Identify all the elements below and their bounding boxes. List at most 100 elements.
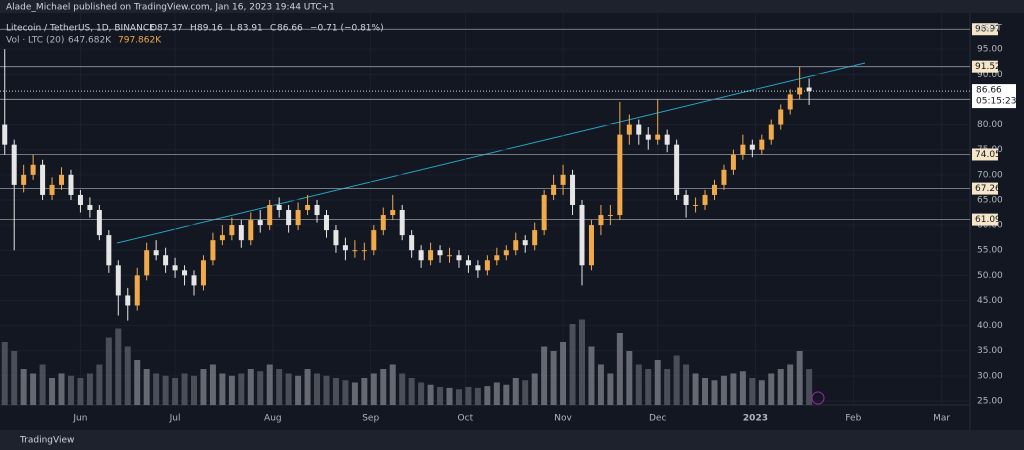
volume-bar bbox=[342, 380, 349, 405]
volume-bar bbox=[427, 384, 434, 405]
volume-bar bbox=[266, 364, 273, 405]
volume-bar bbox=[389, 364, 396, 405]
volume-bar bbox=[219, 373, 226, 405]
volume-bar bbox=[143, 369, 150, 405]
candle-body bbox=[286, 210, 292, 226]
annotations: 25.0030.0035.0040.0045.0050.0055.0060.00… bbox=[72, 23, 1016, 424]
candle-body bbox=[380, 215, 386, 231]
volume-bar bbox=[58, 373, 65, 405]
legend-key: O bbox=[150, 24, 157, 34]
volume-bar bbox=[550, 351, 557, 405]
candle-body bbox=[787, 94, 793, 110]
y-tick-label: 50.00 bbox=[977, 271, 1003, 281]
marks bbox=[0, 13, 970, 405]
last-price-box bbox=[972, 84, 1016, 109]
candle-body bbox=[115, 265, 121, 296]
candle-body bbox=[210, 240, 216, 261]
volume-bar bbox=[512, 378, 519, 405]
volume-bar bbox=[181, 373, 188, 405]
brand: TradingView bbox=[19, 436, 74, 446]
candle-body bbox=[617, 134, 623, 216]
candle-body bbox=[484, 260, 490, 271]
level-box bbox=[972, 213, 998, 226]
candle-body bbox=[144, 250, 150, 276]
candle-body bbox=[494, 255, 500, 261]
volume-bar bbox=[493, 382, 500, 405]
candle-body bbox=[588, 225, 594, 266]
volume-bar bbox=[541, 346, 548, 405]
candle-body bbox=[2, 124, 8, 145]
candle-body bbox=[68, 174, 74, 195]
candle-body bbox=[532, 230, 538, 246]
candle-body bbox=[797, 87, 803, 95]
y-tick-label: 90.00 bbox=[977, 70, 1003, 80]
candle-body bbox=[96, 210, 102, 236]
volume-bar bbox=[304, 369, 311, 405]
volume-bar bbox=[49, 378, 56, 405]
last-price: 86.66 bbox=[976, 86, 1002, 96]
volume-bar bbox=[437, 387, 444, 405]
candle-body bbox=[361, 250, 367, 252]
legend-key: H bbox=[190, 24, 197, 34]
volume-bar bbox=[39, 364, 46, 405]
volume-bar bbox=[285, 373, 292, 405]
volume-bar bbox=[455, 389, 462, 405]
x-tick-label: Dec bbox=[649, 414, 666, 424]
candle-body bbox=[541, 194, 547, 231]
volume-bar bbox=[720, 375, 727, 405]
candle-body bbox=[40, 164, 46, 195]
candle-body bbox=[323, 215, 329, 231]
volume-label: Vol · LTC (20) bbox=[6, 36, 64, 46]
volume-bar bbox=[67, 375, 74, 405]
volume-bar bbox=[295, 375, 302, 405]
volume-bar bbox=[124, 346, 131, 405]
candle-body bbox=[674, 144, 680, 195]
candle-body bbox=[730, 154, 736, 170]
volume-bar bbox=[408, 378, 415, 405]
candle-body bbox=[333, 230, 339, 246]
change: −0.71 (−0.81%) bbox=[310, 24, 384, 34]
volume-bar bbox=[484, 386, 491, 405]
volume-last: 797.862K bbox=[118, 36, 162, 46]
candle-body bbox=[607, 215, 613, 217]
candle-body bbox=[579, 204, 585, 266]
candle-body bbox=[87, 204, 93, 211]
volume-bar bbox=[162, 375, 169, 405]
candle-body bbox=[503, 250, 509, 256]
top-bar bbox=[0, 0, 1024, 13]
volume-bar bbox=[569, 324, 576, 405]
candle-body bbox=[693, 204, 699, 206]
candle-body bbox=[475, 265, 481, 271]
candle-body bbox=[598, 215, 604, 226]
y-tick-label: 55.00 bbox=[977, 246, 1003, 256]
candle-body bbox=[437, 250, 443, 256]
candle-body bbox=[229, 225, 235, 236]
volume-bar bbox=[323, 375, 330, 405]
candle-body bbox=[465, 260, 471, 266]
publisher: Alade_Michael published on TradingView.c… bbox=[6, 3, 335, 13]
level-box bbox=[972, 23, 998, 36]
volume-bar bbox=[597, 364, 604, 405]
volume-bar bbox=[257, 371, 264, 405]
volume-bar bbox=[105, 337, 112, 405]
candle-body bbox=[77, 194, 83, 205]
level-label: 61.09 bbox=[975, 215, 1001, 225]
volume-bar bbox=[332, 378, 339, 405]
volume-bar bbox=[370, 373, 377, 405]
y-tick-label: 30.00 bbox=[977, 371, 1003, 381]
candle-body bbox=[305, 204, 311, 211]
candle-body bbox=[664, 134, 670, 145]
volume-bar bbox=[796, 351, 803, 405]
x-tick-label: Aug bbox=[264, 414, 282, 424]
volume-bar bbox=[86, 373, 93, 405]
volume-bar bbox=[238, 373, 245, 405]
candle-body bbox=[740, 144, 746, 155]
event-icon[interactable] bbox=[811, 391, 825, 405]
candle-body bbox=[59, 174, 65, 185]
volume-bar bbox=[11, 351, 18, 405]
candle-body bbox=[390, 210, 396, 216]
currency: USDT bbox=[977, 24, 1002, 34]
volume-bar bbox=[115, 328, 122, 405]
volume-bar bbox=[616, 333, 623, 405]
